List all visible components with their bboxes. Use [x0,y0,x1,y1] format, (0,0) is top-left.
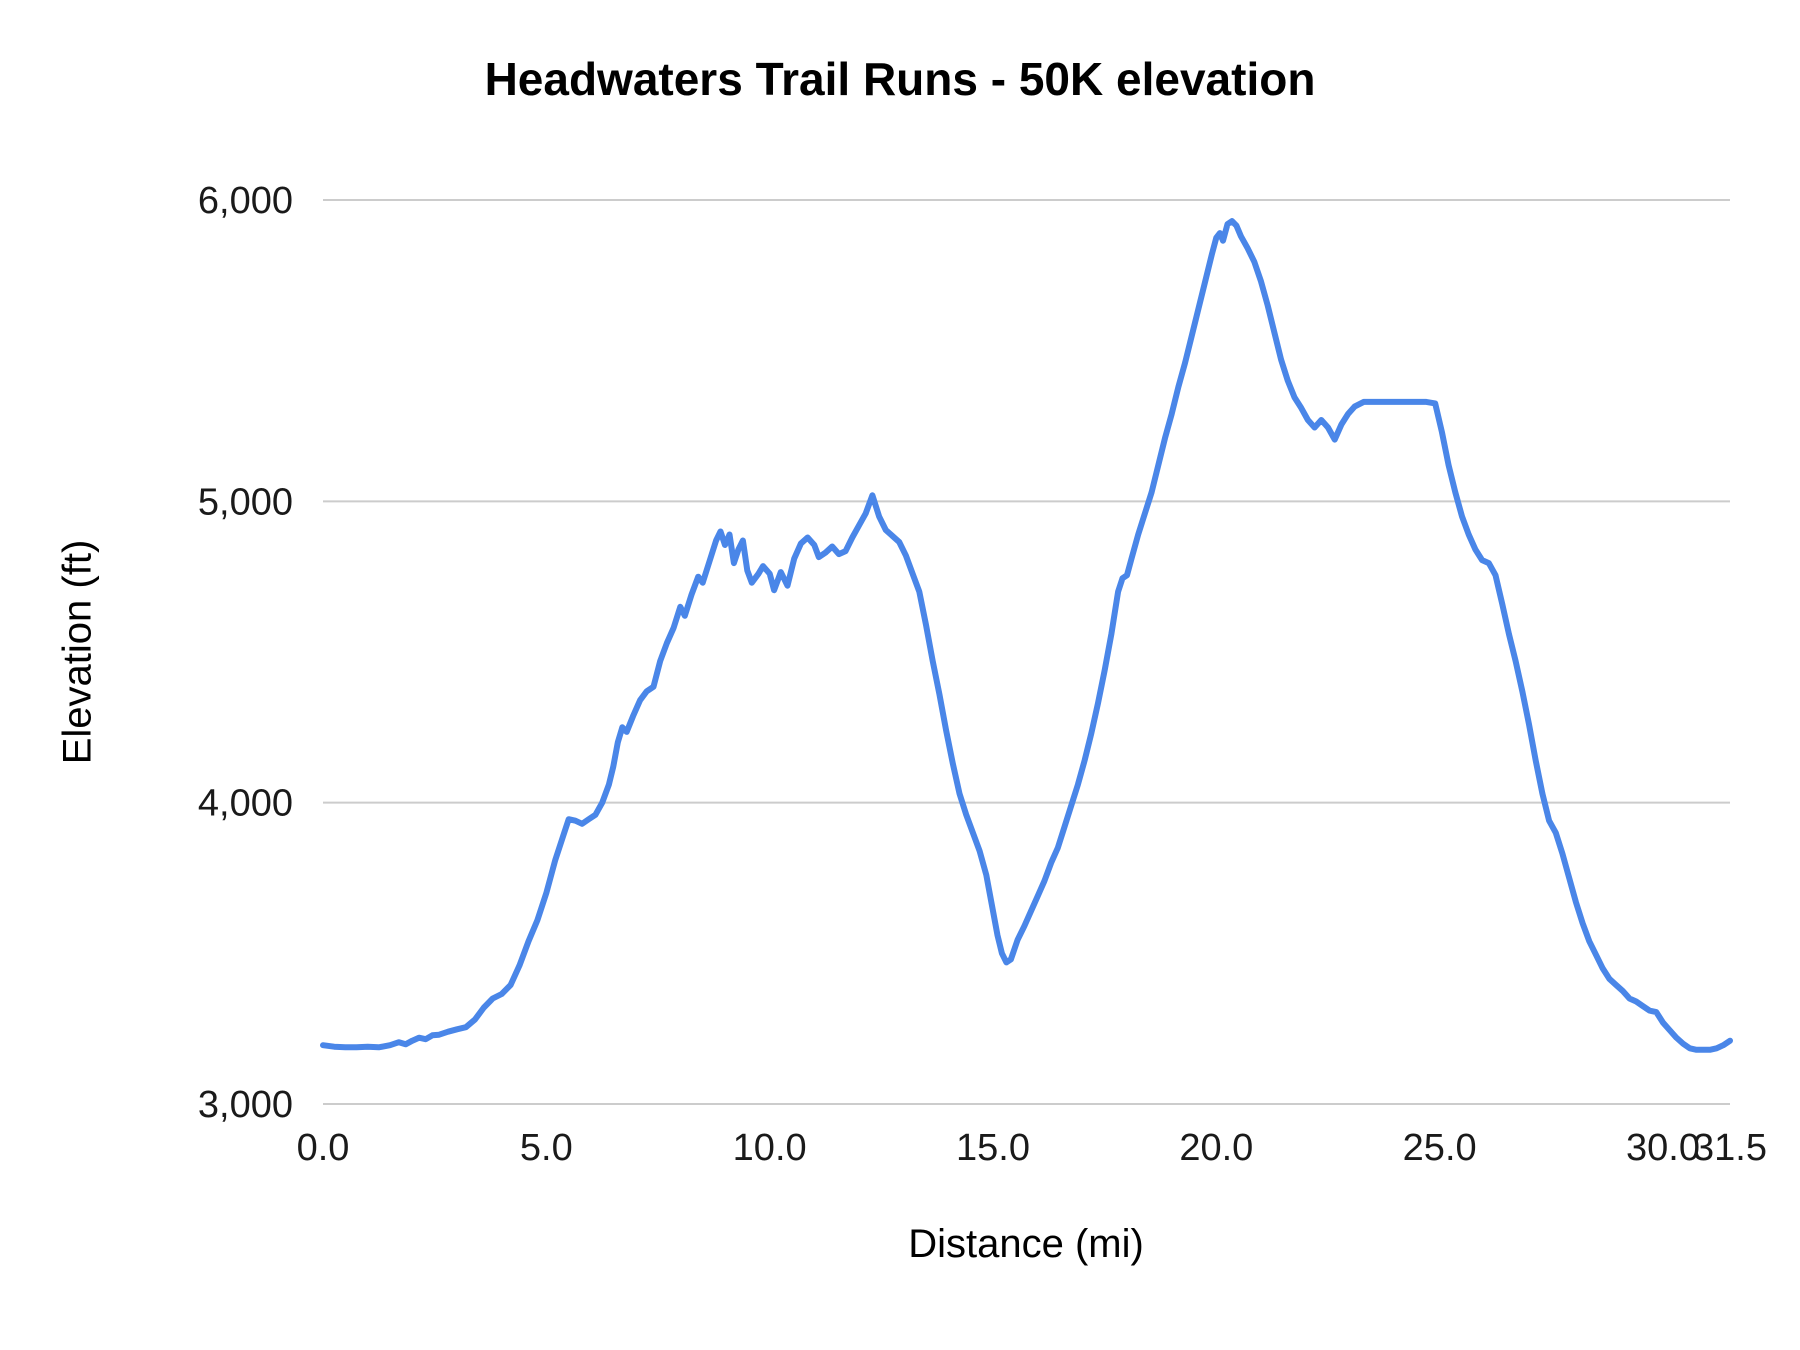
x-tick-label: 10.0 [733,1127,807,1169]
x-tick-label: 30.0 [1626,1127,1700,1169]
y-tick-label: 3,000 [198,1084,293,1126]
chart-title: Headwaters Trail Runs - 50K elevation [484,53,1316,105]
elevation-line [320,218,1733,1053]
x-tick-label: 5.0 [520,1127,573,1169]
x-tick-label: 15.0 [956,1127,1030,1169]
x-tick-label: 25.0 [1403,1127,1477,1169]
x-tick-label: 0.0 [297,1127,350,1169]
x-axis-title: Distance (mi) [908,1222,1144,1266]
y-tick-label: 5,000 [198,481,293,523]
y-tick-label: 6,000 [198,180,293,222]
x-tick-label: 20.0 [1179,1127,1253,1169]
x-tick-label: 31.5 [1693,1127,1767,1169]
y-tick-label: 4,000 [198,783,293,825]
